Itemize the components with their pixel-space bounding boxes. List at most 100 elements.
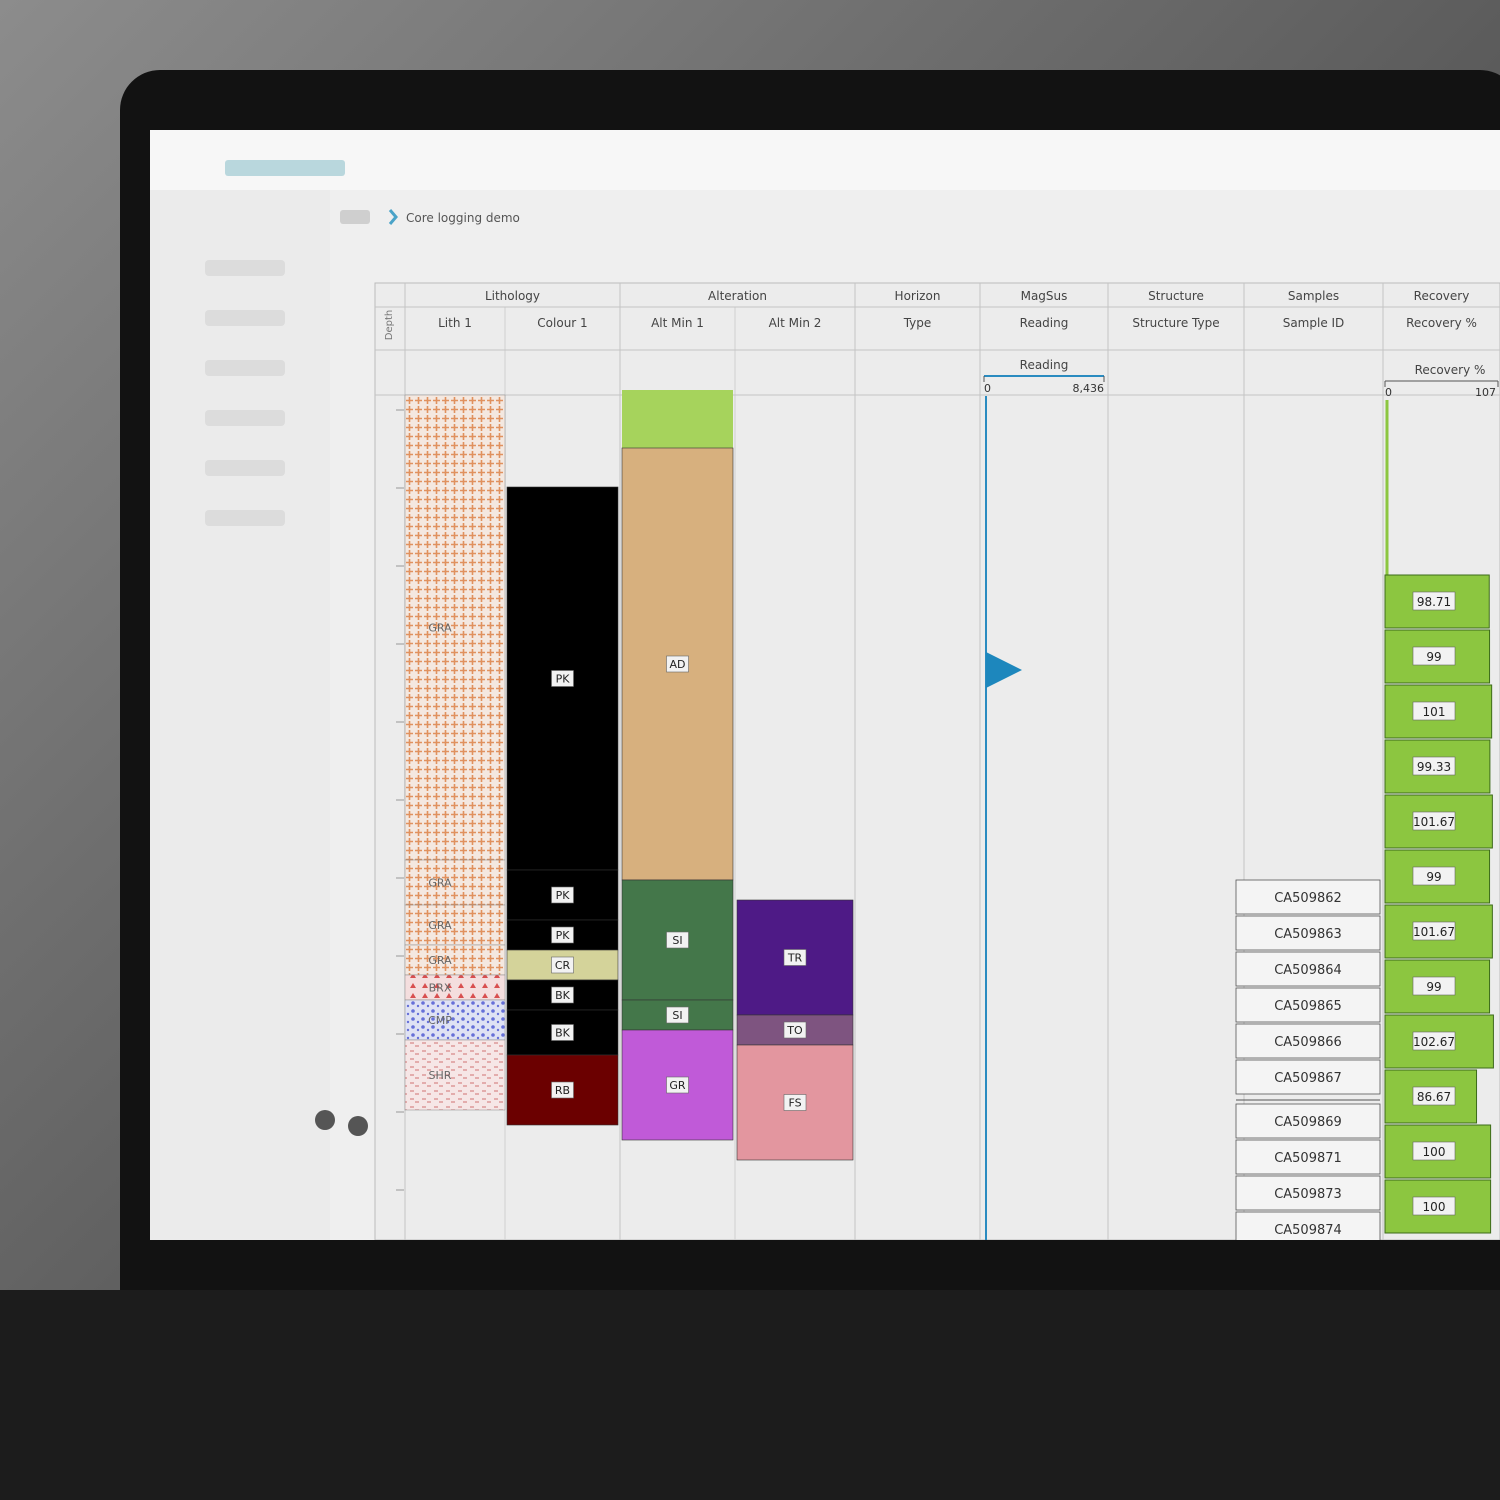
column-header: Alt Min 2 <box>769 316 822 330</box>
sample-interval <box>1235 879 1381 915</box>
sample-interval <box>1235 915 1381 951</box>
interval-label: BK <box>555 1027 571 1040</box>
recovery-label-bg <box>1412 866 1456 886</box>
recovery-label: 101.67 <box>1413 815 1455 829</box>
sidebar-item[interactable] <box>205 310 285 326</box>
interval-label-bg <box>551 956 574 974</box>
lith-block <box>404 859 506 906</box>
interval-label-bg <box>551 1081 574 1099</box>
recovery-label: 99 <box>1426 980 1441 994</box>
sidebar-item[interactable] <box>205 460 285 476</box>
sample-id: CA509867 <box>1274 1071 1342 1086</box>
interval-label-bg <box>666 655 689 673</box>
sidebar-item[interactable] <box>205 260 285 276</box>
sample-id: CA509863 <box>1274 927 1342 942</box>
zoom-in-button[interactable] <box>348 1116 368 1136</box>
group-header: Samples <box>1288 289 1339 303</box>
lith-label: GRA <box>428 954 452 967</box>
recovery-bar <box>1384 1069 1478 1124</box>
interval-label-bg <box>783 1094 807 1111</box>
recovery-label: 86.67 <box>1417 1090 1451 1104</box>
breadcrumb[interactable]: Core logging demo <box>406 211 520 225</box>
sidebar <box>150 190 330 1240</box>
column-header: Colour 1 <box>537 316 587 330</box>
interval-label: RB <box>555 1084 570 1097</box>
interval-label: SI <box>672 1009 682 1022</box>
recovery-label: 101.67 <box>1413 925 1455 939</box>
scale-max: 107 <box>1475 386 1496 399</box>
group-header: Horizon <box>895 289 941 303</box>
lith-block <box>404 999 506 1041</box>
breadcrumb-home[interactable] <box>340 210 370 224</box>
column-header: Recovery % <box>1406 316 1477 330</box>
depth-label: Depth <box>384 310 395 340</box>
recovery-label-bg <box>1412 1031 1456 1051</box>
sample-interval <box>1235 1059 1381 1095</box>
sample-id: CA509862 <box>1274 891 1342 906</box>
group-header: Recovery <box>1414 289 1470 303</box>
recovery-label: 99 <box>1426 650 1441 664</box>
column-header: Lith 1 <box>438 316 472 330</box>
keyboard-area <box>0 1290 1500 1500</box>
recovery-label: 100 <box>1423 1145 1446 1159</box>
scale-title: Reading <box>1020 358 1069 372</box>
sample-interval <box>1235 1103 1381 1139</box>
scale-min: 0 <box>1385 386 1392 399</box>
interval-label-bg <box>783 1021 807 1039</box>
lith-block <box>404 944 506 976</box>
recovery-label: 98.71 <box>1417 595 1451 609</box>
interval-label-bg <box>551 886 574 904</box>
recovery-label-bg <box>1412 1086 1456 1106</box>
sample-interval <box>1235 987 1381 1023</box>
interval-label-bg <box>666 1006 689 1024</box>
recovery-label-bg <box>1412 976 1456 996</box>
sample-id: CA509866 <box>1274 1035 1342 1050</box>
lith-block <box>404 394 506 861</box>
interval-label-bg <box>551 670 574 687</box>
sidebar-item[interactable] <box>205 360 285 376</box>
interval-label-bg <box>551 926 574 944</box>
interval-label: AD <box>670 658 686 671</box>
lith-label: GRA <box>428 622 452 635</box>
sidebar-item[interactable] <box>205 410 285 426</box>
logo <box>225 160 345 176</box>
interval-label-bg <box>783 949 807 966</box>
sample-interval <box>1235 1023 1381 1059</box>
interval-label: BK <box>555 989 571 1002</box>
interval-label: CR <box>555 959 571 972</box>
recovery-label-bg <box>1412 1141 1456 1161</box>
interval-label-bg <box>551 986 574 1004</box>
zoom-out-button[interactable] <box>315 1110 335 1130</box>
sample-id: CA509869 <box>1274 1115 1342 1130</box>
column-header: Alt Min 1 <box>651 316 704 330</box>
sidebar-item[interactable] <box>205 510 285 526</box>
sample-id: CA509864 <box>1274 963 1342 978</box>
recovery-label: 101 <box>1423 705 1446 719</box>
interval-block <box>622 390 733 448</box>
lith-block <box>404 974 506 1001</box>
recovery-label-bg <box>1412 1196 1456 1216</box>
sample-id: CA509874 <box>1274 1223 1342 1238</box>
interval-label: TR <box>787 952 803 965</box>
sample-id: CA509871 <box>1274 1151 1342 1166</box>
column-header: Reading <box>1020 316 1069 330</box>
lith-label: GRA <box>428 877 452 890</box>
recovery-label-bg <box>1412 921 1456 941</box>
group-header: MagSus <box>1021 289 1068 303</box>
sample-id: CA509873 <box>1274 1187 1342 1202</box>
interval-label-bg <box>666 1076 689 1094</box>
lith-label: SHR <box>429 1069 452 1082</box>
interval-label: PK <box>556 889 571 902</box>
interval-label-bg <box>551 1024 574 1041</box>
group-header: Alteration <box>708 289 767 303</box>
recovery-label: 100 <box>1423 1200 1446 1214</box>
magsus-marker <box>986 652 1022 688</box>
lith-label: GRA <box>428 919 452 932</box>
recovery-label-bg <box>1412 646 1456 666</box>
recovery-label-bg <box>1412 591 1456 611</box>
scale-min: 0 <box>984 382 991 395</box>
interval-label: GR <box>669 1079 686 1092</box>
interval-label: FS <box>788 1097 801 1110</box>
column-header: Sample ID <box>1283 316 1345 330</box>
